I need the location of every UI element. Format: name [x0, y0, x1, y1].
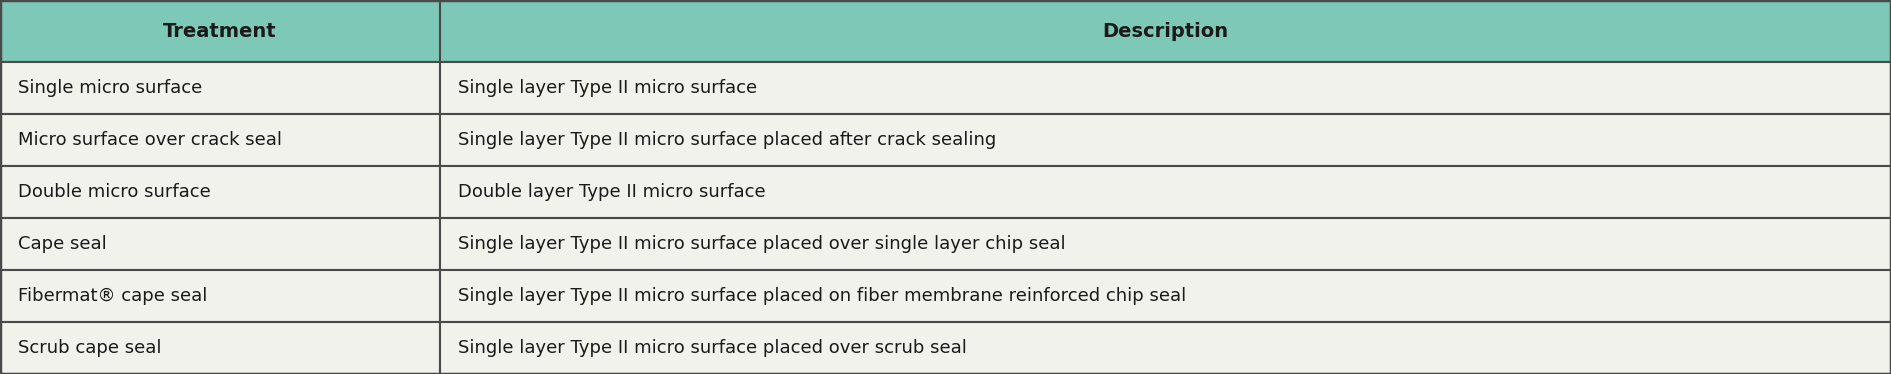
Bar — [0, 322, 441, 374]
Bar — [441, 166, 1891, 218]
Text: Cape seal: Cape seal — [19, 235, 106, 253]
Text: Single layer Type II micro surface placed on fiber membrane reinforced chip seal: Single layer Type II micro surface place… — [458, 287, 1186, 305]
Bar — [441, 0, 1891, 62]
Bar — [0, 166, 441, 218]
Text: Fibermat® cape seal: Fibermat® cape seal — [19, 287, 208, 305]
Bar — [0, 62, 441, 114]
Bar — [441, 114, 1891, 166]
Bar — [441, 218, 1891, 270]
Bar — [441, 322, 1891, 374]
Text: Single layer Type II micro surface placed over single layer chip seal: Single layer Type II micro surface place… — [458, 235, 1067, 253]
Text: Single layer Type II micro surface placed over scrub seal: Single layer Type II micro surface place… — [458, 339, 966, 357]
Bar — [0, 270, 441, 322]
Bar — [0, 114, 441, 166]
Text: Double micro surface: Double micro surface — [19, 183, 210, 201]
Bar — [0, 218, 441, 270]
Text: Single layer Type II micro surface: Single layer Type II micro surface — [458, 79, 756, 97]
Text: Scrub cape seal: Scrub cape seal — [19, 339, 161, 357]
Bar — [441, 62, 1891, 114]
Text: Description: Description — [1102, 21, 1229, 40]
Text: Micro surface over crack seal: Micro surface over crack seal — [19, 131, 282, 149]
Text: Single layer Type II micro surface placed after crack sealing: Single layer Type II micro surface place… — [458, 131, 997, 149]
Bar — [441, 270, 1891, 322]
Bar — [0, 0, 441, 62]
Text: Double layer Type II micro surface: Double layer Type II micro surface — [458, 183, 766, 201]
Text: Treatment: Treatment — [163, 21, 276, 40]
Text: Single micro surface: Single micro surface — [19, 79, 202, 97]
